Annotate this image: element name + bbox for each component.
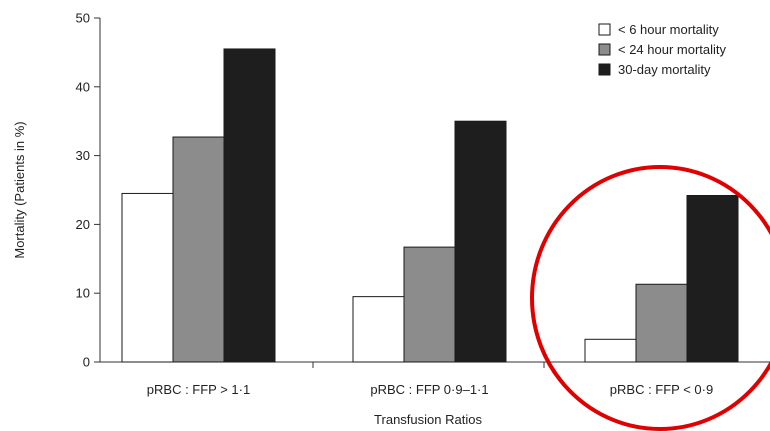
bar-twenty-four-hour-1 [172,136,225,363]
y-tick-label: 10 [76,286,90,301]
y-axis-label: Mortality (Patients in %) [12,121,27,258]
legend-swatch [598,63,611,76]
bar-twenty-four-hour-2 [403,246,456,363]
highlight-circle-annotation [530,165,770,431]
bar-six-hour-1 [121,192,174,363]
bar-six-hour-2 [352,296,405,363]
y-tick-label: 50 [76,11,90,26]
legend-swatch [598,23,611,36]
legend-label: < 6 hour mortality [618,22,719,37]
bar-twenty-four-hour-3 [635,283,688,363]
legend: < 6 hour mortality < 24 hour mortality 30-… [598,22,727,77]
bar-thirty-day-2 [454,120,507,363]
category-label: pRBC : FFP 0·9–1·1 [370,382,488,397]
y-tick-label: 0 [83,355,90,370]
bar-thirty-day-3 [686,195,739,363]
category-label: pRBC : FFP > 1·1 [147,382,250,397]
y-tick-label: 40 [76,79,90,94]
bar-six-hour-3 [584,338,637,363]
y-tick-label: 20 [76,217,90,232]
bar-thirty-day-1 [223,48,276,363]
legend-label: 30-day mortality [618,62,711,77]
y-axis: Mortality (Patients in %) 0 10 20 30 40 50 [12,11,101,370]
x-axis-label: Transfusion Ratios [374,412,482,427]
legend-label: < 24 hour mortality [618,42,727,57]
bars [121,48,739,363]
category-label: pRBC : FFP < 0·9 [610,382,713,397]
x-axis: Transfusion Ratios pRBC : FFP > 1·1 pRBC … [100,361,770,427]
y-tick-label: 30 [76,148,90,163]
legend-swatch [598,43,611,56]
